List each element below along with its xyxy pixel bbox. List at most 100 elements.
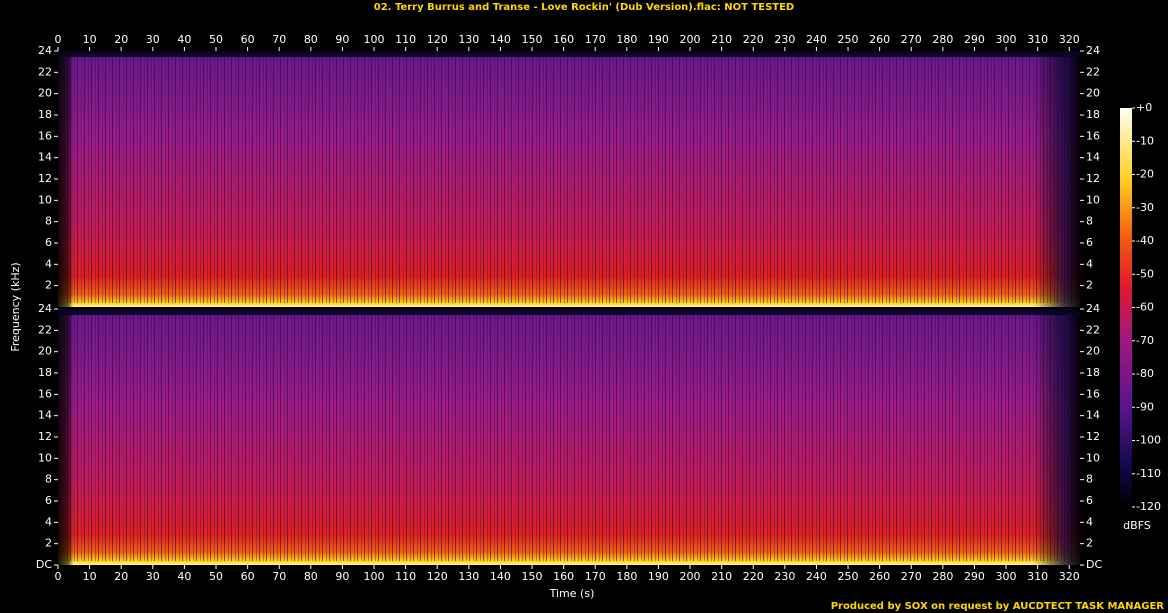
x-tick-label: 30 (146, 570, 160, 583)
x-tick-label: 210 (711, 570, 732, 583)
y-tick-label-right: 24 (1086, 44, 1100, 57)
colorbar-tick-label: -80 (1136, 367, 1154, 380)
x-tick-label: 110 (395, 570, 416, 583)
colorbar-tick-label: -20 (1136, 168, 1154, 181)
colorbar-label: dBFS (1123, 519, 1151, 532)
footer: Produced by SOX on request by AUCDTECT T… (831, 601, 1165, 612)
y-axis-label: Frequency (kHz) (9, 262, 22, 351)
x-tick-label: 180 (616, 570, 637, 583)
x-tick-label-top: 150 (522, 33, 543, 46)
colorbar-tick-label: -110 (1136, 467, 1161, 480)
x-tick-label: 90 (335, 570, 349, 583)
x-tick-label-top: 50 (209, 33, 223, 46)
x-tick-label-top: 300 (996, 33, 1017, 46)
y-tick-label-right: 18 (1086, 108, 1100, 121)
y-tick-label-right: 12 (1086, 172, 1100, 185)
x-tick-label: 70 (272, 570, 286, 583)
x-tick-label: 280 (932, 570, 953, 583)
x-tick-label-top: 190 (648, 33, 669, 46)
x-tick-label: 290 (964, 570, 985, 583)
x-tick-label: 190 (648, 570, 669, 583)
x-tick-label-top: 170 (585, 33, 606, 46)
y-tick-label: 22 (38, 323, 52, 336)
y-tick-label: 18 (38, 366, 52, 379)
x-tick-label: 80 (304, 570, 318, 583)
x-tick-label: 230 (774, 570, 795, 583)
x-tick-label: 150 (522, 570, 543, 583)
y-tick-label-right: 20 (1086, 87, 1100, 100)
y-tick-label-right: 16 (1086, 129, 1100, 142)
y-tick-label-right: 14 (1086, 151, 1100, 164)
y-tick-label: DC (36, 558, 52, 571)
x-tick-label: 50 (209, 570, 223, 583)
y-tick-label-right: DC (1086, 558, 1102, 571)
x-tick-label: 20 (114, 570, 128, 583)
x-tick-label-top: 320 (1059, 33, 1080, 46)
y-tick-label: 2 (45, 537, 52, 550)
x-tick-label: 140 (490, 570, 511, 583)
colorbar (1120, 108, 1132, 507)
x-tick-label-top: 160 (553, 33, 574, 46)
y-tick-label: 22 (38, 65, 52, 78)
x-tick-label: 160 (553, 570, 574, 583)
x-tick-label-top: 10 (83, 33, 97, 46)
colorbar-tick-label: -30 (1136, 201, 1154, 214)
y-tick-label-right: 6 (1086, 236, 1093, 249)
y-tick-label-right: 4 (1086, 257, 1093, 270)
y-tick-label-right: 4 (1086, 515, 1093, 528)
x-tick-label-top: 310 (1027, 33, 1048, 46)
y-tick-label: 10 (38, 451, 52, 464)
spectrogram-edges (58, 309, 1080, 565)
x-tick-label-top: 240 (806, 33, 827, 46)
x-tick-label: 200 (680, 570, 701, 583)
colorbar-tick-label: -40 (1136, 234, 1154, 247)
x-tick-label: 10 (83, 570, 97, 583)
x-tick-label: 40 (177, 570, 191, 583)
x-tick-label: 300 (996, 570, 1017, 583)
y-tick-label-right: 20 (1086, 345, 1100, 358)
x-tick-label-top: 0 (55, 33, 62, 46)
x-tick-label: 240 (806, 570, 827, 583)
colorbar-tick-label: -60 (1136, 301, 1154, 314)
x-tick-label: 120 (427, 570, 448, 583)
x-tick-label: 250 (838, 570, 859, 583)
spectrogram-top (58, 51, 1080, 57)
colorbar-tick-label: +0 (1136, 101, 1152, 114)
y-tick-label-right: 10 (1086, 193, 1100, 206)
colorbar-tick-label: -50 (1136, 267, 1154, 280)
y-tick-label: 12 (38, 430, 52, 443)
x-tick-label-top: 210 (711, 33, 732, 46)
chart-title: 02. Terry Burrus and Transe - Love Rocki… (374, 2, 794, 13)
x-tick-label-top: 260 (869, 33, 890, 46)
y-tick-label-right: 2 (1086, 537, 1093, 550)
x-tick-label: 130 (458, 570, 479, 583)
y-tick-label: 24 (38, 302, 52, 315)
y-tick-label: 16 (38, 129, 52, 142)
y-tick-label-right: 10 (1086, 451, 1100, 464)
y-tick-label: 2 (45, 279, 52, 292)
y-tick-label-right: 16 (1086, 387, 1100, 400)
y-tick-label-right: 6 (1086, 494, 1093, 507)
y-tick-label: 14 (38, 409, 52, 422)
x-tick-label-top: 40 (177, 33, 191, 46)
y-tick-label: 6 (45, 494, 52, 507)
y-tick-label: 6 (45, 236, 52, 249)
y-tick-label-right: 24 (1086, 302, 1100, 315)
y-tick-label: 14 (38, 151, 52, 164)
y-tick-label: 8 (45, 473, 52, 486)
colorbar-tick-label: -70 (1136, 334, 1154, 347)
x-tick-label-top: 220 (743, 33, 764, 46)
x-tick-label: 260 (869, 570, 890, 583)
x-tick-label: 170 (585, 570, 606, 583)
x-tick-label-top: 200 (680, 33, 701, 46)
x-tick-label-top: 280 (932, 33, 953, 46)
y-tick-label: 24 (38, 44, 52, 57)
y-tick-label-right: 22 (1086, 65, 1100, 78)
y-tick-label-right: 8 (1086, 473, 1093, 486)
x-tick-label-top: 100 (364, 33, 385, 46)
x-tick-label-top: 70 (272, 33, 286, 46)
x-tick-label-top: 20 (114, 33, 128, 46)
x-tick-label-top: 110 (395, 33, 416, 46)
